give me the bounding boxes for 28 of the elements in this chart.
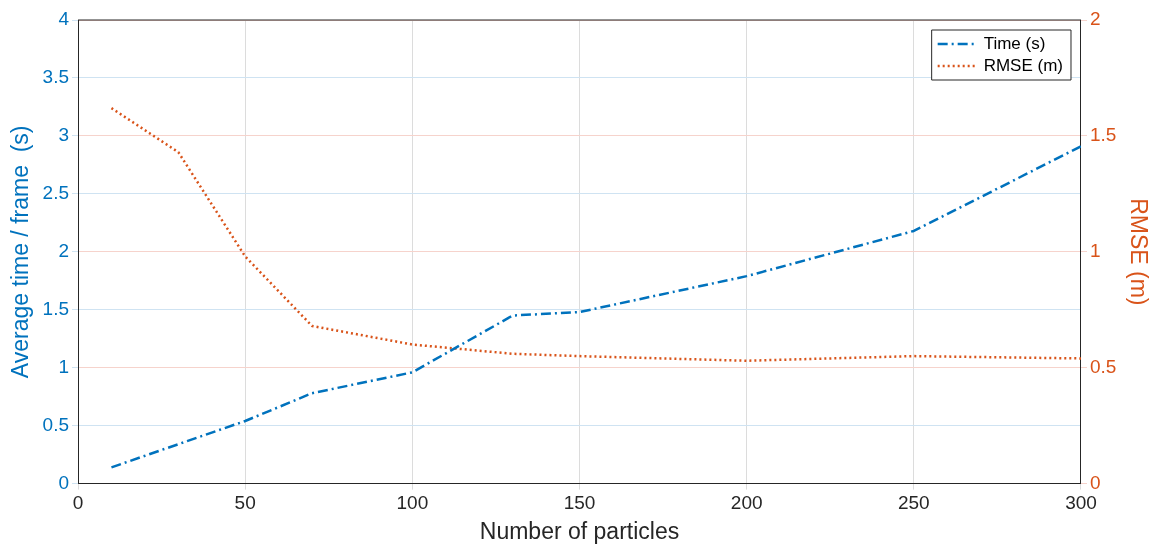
x-axis-title: Number of particles — [479, 517, 680, 544]
y2-tick-label: 0 — [1089, 471, 1101, 493]
y2-axis-title: RMSE (m) — [1125, 198, 1152, 306]
x-tick-label: 100 — [396, 492, 429, 514]
y-tick-label: 3 — [58, 124, 70, 146]
x-tick-label: 200 — [730, 492, 763, 514]
x-tick-label: 300 — [1065, 492, 1097, 514]
line-series — [110, 106, 1081, 362]
y-tick-label: 2 — [58, 240, 70, 262]
y2-tick-label: 2 — [1089, 8, 1101, 30]
y-tick-label: 0 — [58, 471, 70, 493]
y-axis-title: Average time / frame (s) — [7, 125, 34, 379]
y-tick-label: 4 — [58, 8, 70, 30]
x-tick-label: 150 — [563, 492, 596, 514]
y-tick-label: 0.5 — [42, 413, 70, 435]
y-tick-label: 2.5 — [42, 182, 70, 204]
y2-tick-label: 1.5 — [1089, 124, 1117, 146]
legend-label: RMSE (m) — [983, 55, 1063, 75]
x-tick-label: 250 — [897, 492, 930, 514]
y-tick-label: 1 — [58, 355, 70, 377]
line-series — [110, 145, 1081, 469]
x-tick-label: 50 — [234, 492, 256, 514]
y-tick-label: 1.5 — [42, 297, 70, 319]
y2-tick-label: 0.5 — [1089, 355, 1117, 377]
y2-tick-label: 1 — [1089, 240, 1101, 262]
legend-label: Time (s) — [983, 33, 1046, 53]
x-tick-label: 0 — [72, 492, 84, 514]
y-tick-label: 3.5 — [42, 66, 70, 88]
